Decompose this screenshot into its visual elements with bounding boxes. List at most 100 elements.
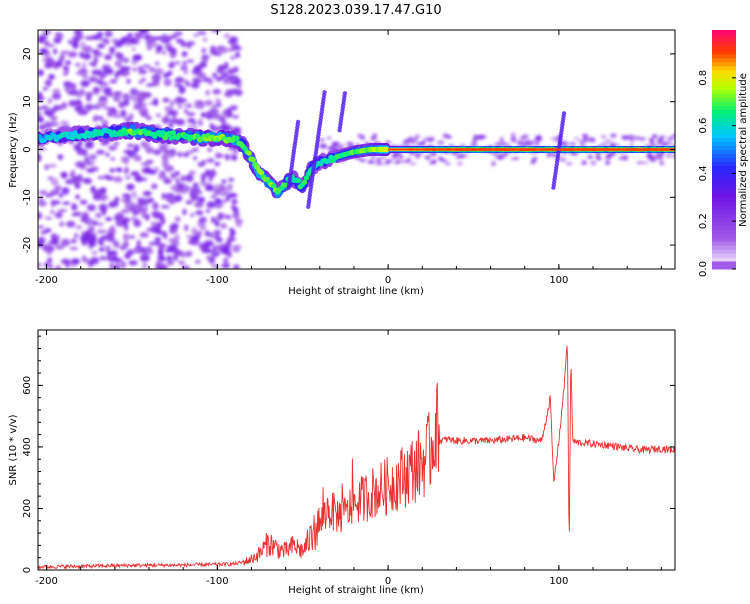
noise-blob	[55, 265, 62, 269]
noise-blob	[68, 83, 75, 89]
colorbar-segment	[712, 49, 736, 55]
noise-blob	[204, 230, 210, 237]
noise-blob	[62, 72, 69, 76]
streak-blob	[311, 167, 316, 172]
noise-blob	[45, 57, 54, 64]
noise-blob	[55, 244, 65, 250]
noise-blob	[108, 250, 118, 256]
noise-blob	[232, 115, 240, 119]
colorbar-segment	[712, 149, 736, 154]
noise-blob	[671, 154, 675, 158]
noise-blob	[385, 159, 393, 163]
noise-blob	[138, 69, 148, 75]
colorbar-segment	[712, 129, 736, 135]
noise-blob	[659, 160, 665, 166]
noise-blob	[167, 244, 177, 251]
noise-blob	[87, 226, 95, 233]
noise-blob	[162, 158, 169, 166]
noise-blob	[371, 155, 376, 159]
noise-blob	[228, 192, 238, 198]
noise-blob	[52, 92, 62, 100]
y-tick-label: 600	[22, 376, 33, 395]
noise-blob	[185, 174, 194, 182]
noise-blob	[86, 161, 91, 165]
noise-blob	[109, 225, 116, 234]
noise-blob	[532, 157, 538, 162]
noise-blob	[82, 45, 93, 53]
colorbar-segment	[712, 85, 736, 91]
streak-blob	[339, 111, 345, 116]
noise-blob	[214, 98, 220, 103]
noise-blob	[38, 124, 46, 130]
colorbar-segment	[712, 257, 736, 262]
noise-blob	[123, 99, 130, 106]
noise-blob	[99, 116, 104, 121]
streak-blob	[320, 104, 325, 109]
noise-blob	[60, 258, 71, 265]
noise-blob	[185, 200, 193, 205]
noise-blob	[113, 91, 123, 96]
noise-blob	[137, 66, 143, 70]
noise-blob	[136, 239, 141, 248]
streak-blob	[341, 99, 346, 104]
noise-blob	[339, 144, 345, 149]
noise-blob	[120, 261, 127, 269]
noise-blob	[72, 179, 79, 185]
noise-blob	[103, 174, 110, 180]
noise-blob	[38, 69, 44, 77]
colorbar-segment	[712, 173, 736, 178]
noise-blob	[235, 51, 241, 59]
noise-blob	[70, 169, 76, 176]
ridge-blob	[170, 130, 177, 136]
noise-blob	[629, 143, 634, 147]
streak-blob	[340, 108, 345, 113]
noise-blob	[226, 196, 230, 202]
streak-blob	[293, 134, 299, 139]
colorbar-segment	[712, 249, 736, 254]
noise-blob	[180, 79, 189, 84]
noise-blob	[392, 154, 398, 159]
colorbar-segment	[712, 245, 736, 250]
noise-blob	[126, 249, 135, 256]
y-tick-label: 0	[22, 567, 33, 573]
noise-blob	[162, 264, 168, 269]
noise-blob	[205, 185, 214, 192]
noise-blob	[120, 198, 130, 202]
colorbar-segment	[712, 53, 736, 59]
noise-blob	[142, 191, 151, 196]
noise-blob	[112, 94, 121, 103]
y-tick-label: 400	[22, 437, 33, 456]
noise-blob	[146, 45, 153, 51]
noise-blob	[87, 154, 98, 158]
streak-blob	[313, 150, 319, 155]
noise-blob	[154, 81, 160, 86]
noise-blob	[56, 32, 64, 41]
noise-blob	[191, 148, 200, 152]
noise-blob	[185, 82, 191, 87]
noise-blob	[155, 44, 163, 52]
streak-blob	[315, 138, 320, 143]
colorbar-ticks: 0.0 0.2 0.4 0.6 0.8	[698, 70, 736, 277]
noise-blob	[120, 156, 130, 163]
noise-blob	[550, 137, 558, 140]
noise-blob	[177, 151, 183, 158]
noise-blob	[75, 161, 85, 168]
noise-blob	[460, 143, 466, 147]
colorbar-segment	[712, 181, 736, 186]
noise-blob	[456, 162, 463, 166]
noise-blob	[172, 254, 179, 262]
noise-blob	[145, 146, 155, 154]
noise-blob	[426, 156, 431, 160]
streak-blob	[322, 93, 327, 97]
noise-blob	[52, 238, 59, 246]
noise-blob	[198, 62, 207, 69]
noise-blob	[223, 33, 231, 39]
noise-blob	[64, 85, 70, 93]
streak-blob	[291, 154, 296, 159]
noise-blob	[227, 68, 235, 75]
noise-blob	[190, 193, 199, 201]
colorbar-segment	[712, 261, 736, 266]
colorbar-segment	[712, 189, 736, 194]
streak-blob	[290, 157, 295, 162]
